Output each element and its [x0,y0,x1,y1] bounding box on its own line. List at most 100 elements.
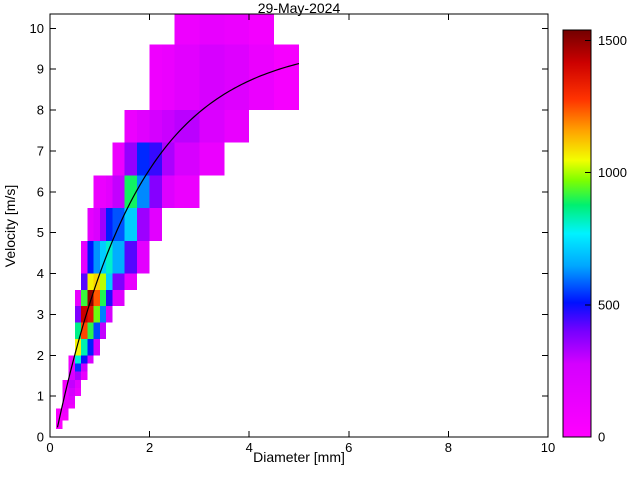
x-tick-label: 8 [445,440,452,455]
heatmap-cell [174,44,200,111]
heatmap-cell [137,110,150,143]
heatmap-cell [149,110,163,143]
heatmap-cell [74,322,82,339]
heatmap-cell [112,175,125,209]
heatmap-cell [81,240,88,274]
heatmap-cell [74,363,82,372]
heatmap-cell [249,44,275,111]
heatmap-cell [174,142,200,176]
heatmap-cell [162,175,175,209]
terminal-velocity-curve-layer [56,62,300,428]
heatmap-cell [199,142,225,176]
heatmap-cell [174,175,200,209]
heatmap-cell [162,110,175,143]
heatmap-cell [137,142,150,176]
heatmap-cell [124,175,138,209]
y-tick-label: 10 [30,21,44,36]
y-tick-label: 3 [37,307,44,322]
heatmap-cell [68,400,75,405]
heatmap-cell [99,208,107,241]
x-tick-label: 2 [146,440,153,455]
colorbar-tick-label: 500 [598,297,620,312]
y-tick-label: 2 [37,348,44,363]
x-tick-label: 0 [46,440,53,455]
heatmap-cell [199,110,225,143]
colorbar-gradient [562,29,592,438]
heatmap-cell [93,306,100,323]
heatmap-cell [124,142,138,176]
heatmap-cell [199,44,225,111]
heatmap-cell [62,379,69,388]
heatmap-cell [62,412,69,417]
heatmap-cell [87,273,94,290]
heatmap-cell [68,396,75,401]
heatmap-cell [62,416,69,421]
heatmap-cell [87,338,94,356]
heatmap-cell [87,322,94,339]
y-tick-label: 8 [37,103,44,118]
heatmap-cell [106,306,113,323]
heatmap-cell [106,240,113,274]
heatmap-cell [93,208,100,241]
heatmap-cell [174,14,200,45]
heatmap-cell [81,338,88,356]
heatmap-cell [81,273,88,290]
heatmap-cell [56,424,63,429]
heatmap-cell [93,338,100,356]
heatmap-cell [137,240,150,274]
heatmap-cell [124,240,138,274]
heatmap-cell [112,240,125,274]
heatmap-cell [62,408,69,413]
heatmap-cell [93,175,100,209]
heatmap-cell [62,400,69,405]
heatmap-cell [74,338,82,356]
colorbar-tick-label: 1500 [598,33,627,48]
heatmap-cell [124,110,138,143]
heatmap-cell [149,208,163,241]
y-tick-label: 9 [37,62,44,77]
heatmap-cell [87,355,94,364]
heatmap-cell [74,379,82,388]
y-tick-label: 0 [37,430,44,445]
heatmap-cell [68,355,75,364]
heatmap-cell [74,371,82,380]
heatmap-cell [93,289,100,307]
heatmap-cell [74,306,82,323]
heatmap-cell [149,44,163,111]
colorbar-tick-label: 0 [598,430,605,445]
heatmap-cell [224,14,250,45]
axes-layer: 0 2 4 6 8 10 0 1 2 3 4 5 6 7 8 9 10 [30,13,555,455]
x-tick-label: 4 [246,440,253,455]
colorbar: 0 500 1000 1500 [562,29,627,445]
heatmap-cell [162,142,175,176]
heatmap-cell [224,110,250,143]
colorbar-tick-label: 1000 [598,165,627,180]
terminal-velocity-curve [56,62,300,428]
heatmap-cell [74,355,82,364]
heatmap-cell [199,14,225,45]
y-axis-label: Velocity [m/s] [2,185,18,267]
heatmap-cell [87,208,94,241]
heatmap-cell [81,371,88,380]
heatmap-cell [87,306,94,323]
heatmap-cell [99,306,107,323]
heatmap-cell [106,175,113,209]
heatmap-cell [68,387,75,397]
heatmap-cell [249,14,275,45]
y-tick-label: 4 [37,266,44,281]
heatmap-cell [56,408,63,413]
y-tick-label: 6 [37,184,44,199]
heatmap-cell [68,371,75,380]
heatmap-cell [56,412,63,417]
heatmap-cell [62,396,69,401]
heatmap-cell [68,379,75,388]
x-tick-label: 6 [345,440,352,455]
heatmap-cell [87,240,94,274]
heatmap-cell [137,208,150,241]
heatmap-cell [124,208,138,241]
heatmap-cell [81,289,88,307]
heatmap-cell [112,142,125,176]
heatmap-cell [87,289,94,307]
